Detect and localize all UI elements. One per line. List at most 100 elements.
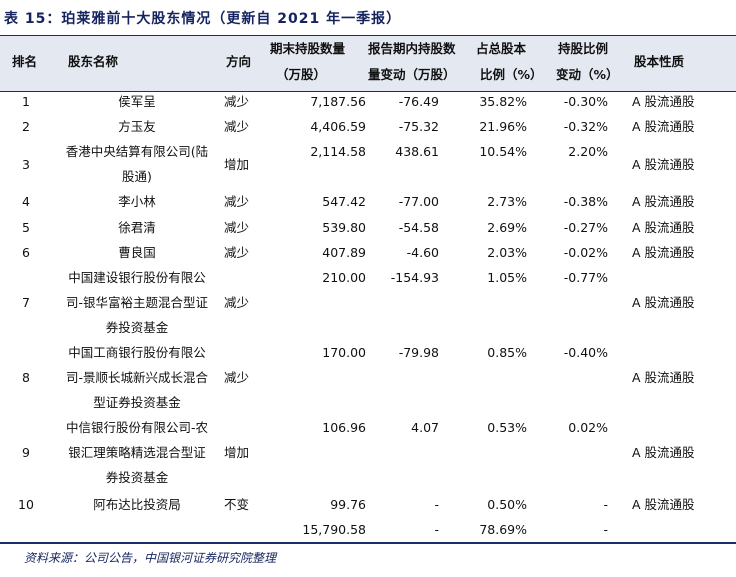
holding-qty-cell: 4,406.59	[310, 119, 366, 134]
shareholder-name-cell: 李小林	[118, 194, 156, 209]
header-holding-change-line2: 变动（%）	[556, 67, 619, 82]
table-header: 排名 股东名称 方向 期末持股数量 （万股） 报告期内持股数 量变动（万股） 占…	[0, 36, 736, 91]
shareholder-name-cell: 徐君清	[118, 220, 156, 235]
source-note: 资料来源：公司公告，中国银河证券研究院整理	[24, 551, 277, 565]
holding-qty-cell: 2,114.58	[310, 144, 366, 159]
holding-pct-change-cell: -0.77%	[563, 270, 608, 285]
holding-pct-change-cell: 0.02%	[568, 420, 608, 435]
holding-qty-cell: 7,187.56	[310, 94, 366, 109]
rank-cell: 10	[18, 497, 34, 512]
shareholder-name-cell: 中国建设银行股份有限公	[68, 270, 206, 285]
share-pct-cell: 21.96%	[479, 119, 527, 134]
share-pct-cell: 1.05%	[487, 270, 527, 285]
shareholder-name-cell: 曹良国	[118, 245, 156, 260]
shareholder-name-cell: 香港中央结算有限公司(陆	[65, 144, 209, 159]
bottom-rule	[0, 542, 736, 544]
direction-cell: 减少	[224, 295, 250, 310]
direction-cell: 减少	[224, 194, 250, 209]
direction-cell: 增加	[224, 156, 250, 172]
holding-qty-cell: 407.89	[322, 245, 366, 260]
share-type-cell: A 股流通股	[632, 497, 695, 512]
shareholder-name-cell: 司-景顺长城新兴成长混合	[65, 370, 208, 385]
direction-cell: 减少	[224, 370, 250, 385]
direction-cell: 增加	[224, 445, 250, 460]
header-pct-line1: 占总股本	[476, 41, 527, 56]
total-pct-cell: 78.69%	[479, 522, 527, 537]
direction-cell: 减少	[224, 94, 250, 109]
total-change-cell: -	[434, 522, 439, 537]
holding-pct-change-cell: -	[603, 497, 608, 512]
rank-cell: 6	[22, 245, 30, 260]
qty-change-cell: -76.49	[398, 94, 439, 109]
qty-change-cell: -79.98	[398, 345, 439, 360]
shareholder-name-cell: 侯军呈	[118, 94, 156, 109]
rank-cell: 7	[22, 295, 30, 310]
holding-qty-cell: 170.00	[322, 345, 366, 360]
share-pct-cell: 35.82%	[479, 94, 527, 109]
holding-pct-change-cell: -0.40%	[563, 345, 608, 360]
header-change-line2: 量变动（万股）	[368, 67, 456, 82]
header-name: 股东名称	[68, 54, 119, 69]
header-rank: 排名	[12, 54, 38, 69]
holding-pct-change-cell: 2.20%	[568, 144, 608, 159]
rank-cell: 5	[22, 220, 30, 235]
share-type-cell: A 股流通股	[632, 156, 695, 172]
holding-pct-change-cell: -0.30%	[563, 94, 608, 109]
share-pct-cell: 2.69%	[487, 220, 527, 235]
holding-qty-cell: 106.96	[322, 420, 366, 435]
qty-change-cell: -77.00	[398, 194, 439, 209]
direction-cell: 减少	[224, 220, 250, 235]
header-share-type: 股本性质	[634, 54, 685, 69]
header-qty-line1: 期末持股数量	[270, 41, 346, 56]
rank-cell: 4	[22, 194, 30, 209]
rank-cell: 9	[22, 445, 30, 460]
header-change-line1: 报告期内持股数	[368, 41, 456, 56]
share-pct-cell: 10.54%	[479, 144, 527, 159]
shareholder-name-cell: 司-银华富裕主题混合型证	[65, 295, 208, 310]
holding-pct-change-cell: -0.27%	[563, 220, 608, 235]
total-qty-cell: 15,790.58	[302, 522, 366, 537]
shareholder-name-cell: 型证券投资基金	[93, 395, 181, 410]
shareholder-name-cell: 券投资基金	[105, 470, 169, 485]
qty-change-cell: 4.07	[411, 420, 439, 435]
holding-qty-cell: 539.80	[322, 220, 366, 235]
holding-pct-change-cell: -0.02%	[563, 245, 608, 260]
rank-cell: 8	[22, 370, 30, 385]
qty-change-cell: -54.58	[398, 220, 439, 235]
holding-qty-cell: 210.00	[322, 270, 366, 285]
share-type-cell: A 股流通股	[632, 445, 695, 460]
shareholder-name-cell: 银汇理策略精选混合型证	[68, 445, 206, 460]
total-holding-change-cell: -	[603, 522, 608, 537]
share-pct-cell: 2.73%	[487, 194, 527, 209]
header-pct-line2: 比例（%）	[480, 67, 543, 82]
share-type-cell: A 股流通股	[632, 370, 695, 385]
qty-change-cell: -	[434, 497, 439, 512]
shareholder-name-cell: 中信银行股份有限公司-农	[65, 420, 208, 435]
table-title: 表 15：珀莱雅前十大股东情况（更新自 2021 年一季报）	[4, 11, 402, 27]
share-type-cell: A 股流通股	[632, 94, 695, 109]
share-type-cell: A 股流通股	[632, 220, 695, 235]
header-rule	[0, 91, 736, 92]
share-type-cell: A 股流通股	[632, 245, 695, 260]
share-type-cell: A 股流通股	[632, 295, 695, 310]
qty-change-cell: 438.61	[395, 144, 439, 159]
shareholder-name-cell: 方玉友	[118, 119, 156, 134]
share-pct-cell: 0.85%	[487, 345, 527, 360]
shareholder-name-cell: 券投资基金	[105, 320, 169, 335]
header-direction: 方向	[226, 54, 252, 69]
rank-cell: 3	[22, 156, 30, 172]
header-holding-change-line1: 持股比例	[558, 41, 609, 56]
direction-cell: 减少	[224, 245, 250, 260]
holding-qty-cell: 547.42	[322, 194, 366, 209]
direction-cell: 减少	[224, 119, 250, 134]
header-qty-line2: （万股）	[276, 67, 327, 82]
rank-cell: 2	[22, 119, 30, 134]
share-pct-cell: 0.53%	[487, 420, 527, 435]
qty-change-cell: -4.60	[406, 245, 439, 260]
shareholder-name-cell: 股通)	[122, 169, 152, 184]
share-type-cell: A 股流通股	[632, 119, 695, 134]
rank-cell: 1	[22, 94, 30, 109]
direction-cell: 不变	[224, 497, 250, 512]
holding-pct-change-cell: -0.32%	[563, 119, 608, 134]
share-pct-cell: 0.50%	[487, 497, 527, 512]
